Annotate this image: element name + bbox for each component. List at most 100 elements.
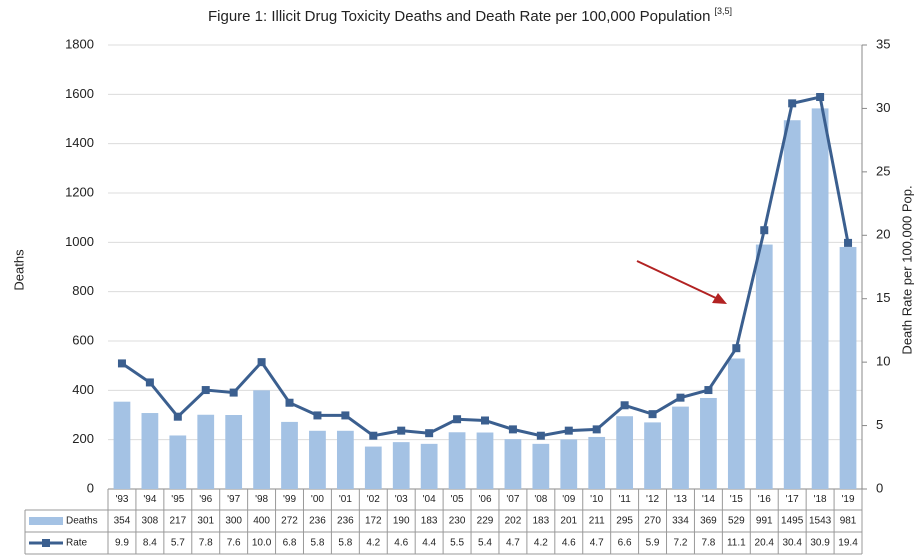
marker (564, 426, 573, 435)
table-cell: 4.7 (506, 538, 520, 549)
y-tick-label: 1000 (65, 234, 94, 249)
y-axis-label: Deaths (11, 249, 26, 291)
x-tick-label: '95 (171, 494, 184, 505)
marker (173, 412, 182, 421)
table-cell: 7.8 (701, 538, 715, 549)
table-cell: 301 (197, 516, 214, 527)
table-cell: 172 (365, 516, 382, 527)
table-cell: 270 (644, 516, 661, 527)
bar (141, 413, 159, 489)
y2-tick-label: 5 (876, 417, 883, 432)
table-cell: 20.4 (755, 538, 775, 549)
table-cell: 6.8 (283, 538, 297, 549)
x-tick-label: '08 (534, 494, 547, 505)
table-cell: 272 (281, 516, 298, 527)
bar (783, 120, 801, 489)
x-tick-label: '97 (227, 494, 240, 505)
table-cell: 5.4 (478, 538, 492, 549)
marker (145, 378, 154, 387)
table-cell: 1543 (809, 516, 832, 527)
marker (341, 411, 350, 420)
x-tick-label: '98 (255, 494, 268, 505)
marker (453, 415, 462, 424)
table-cell: 30.9 (810, 538, 830, 549)
table-cell: 529 (728, 516, 745, 527)
x-tick-label: '14 (702, 494, 715, 505)
y-tick-label: 1800 (65, 36, 94, 51)
marker (844, 238, 853, 247)
y2-tick-label: 20 (876, 227, 890, 242)
table-cell: 991 (756, 516, 773, 527)
table-cell: 5.5 (450, 538, 464, 549)
bar (839, 247, 857, 489)
table-cell: 5.8 (338, 538, 352, 549)
bar (448, 432, 466, 489)
table-cell: 211 (589, 516, 605, 527)
table-cell: 334 (672, 516, 689, 527)
bar (476, 432, 494, 489)
table-cell: 400 (253, 516, 270, 527)
table-cell: 11.1 (727, 538, 746, 549)
legend-swatch (29, 517, 63, 525)
table-cell: 217 (169, 516, 186, 527)
y-tick-label: 400 (72, 382, 94, 397)
bar (700, 397, 717, 489)
table-cell: 201 (560, 516, 577, 527)
marker (285, 398, 294, 407)
marker (592, 425, 601, 434)
table-cell: 183 (421, 516, 438, 527)
marker (481, 416, 489, 425)
y-tick-label: 1200 (65, 184, 94, 199)
y-tick-label: 600 (72, 332, 94, 347)
marker (732, 344, 741, 353)
table-cell: 1495 (781, 516, 804, 527)
y2-axis-label: Death Rate per 100,000 Pop. (899, 185, 914, 354)
bar (113, 401, 131, 489)
table-cell: 183 (533, 516, 550, 527)
x-tick-label: '17 (786, 494, 799, 505)
marker (536, 431, 545, 440)
table-cell: 369 (700, 516, 717, 527)
x-tick-label: '15 (730, 494, 743, 505)
bar (616, 416, 634, 489)
table-cell: 7.8 (199, 538, 213, 549)
x-tick-label: '00 (311, 494, 324, 505)
bar (197, 414, 215, 489)
table-cell: 9.9 (115, 538, 129, 549)
table-cell: 4.4 (422, 538, 436, 549)
bar (532, 443, 550, 489)
table-cell: 4.2 (366, 538, 380, 549)
bar (755, 244, 773, 489)
y2-tick-label: 0 (876, 480, 883, 495)
arrow (636, 260, 727, 304)
marker (676, 393, 685, 402)
x-tick-label: '16 (758, 494, 771, 505)
table-cell: 8.4 (143, 538, 157, 549)
table-cell: 10.0 (252, 538, 272, 549)
marker (257, 358, 266, 367)
marker (201, 386, 210, 395)
marker (760, 226, 769, 235)
bar (364, 446, 382, 489)
table-cell: 190 (393, 516, 410, 527)
bar (560, 439, 578, 489)
bar (225, 415, 243, 489)
table-cell: 354 (114, 516, 131, 527)
x-tick-label: '11 (618, 494, 631, 505)
x-tick-label: '12 (646, 494, 659, 505)
bar (281, 421, 298, 489)
marker (816, 93, 825, 102)
bar (644, 422, 661, 489)
x-tick-label: '02 (367, 494, 380, 505)
x-tick-label: '03 (395, 494, 408, 505)
x-tick-label: '93 (115, 494, 128, 505)
table-cell: 4.7 (590, 538, 604, 549)
x-tick-label: '19 (842, 494, 855, 505)
table-cell: 230 (449, 516, 466, 527)
y2-tick-label: 10 (876, 354, 890, 369)
table-cell: 236 (337, 516, 354, 527)
table-cell: 202 (505, 516, 522, 527)
x-tick-label: '13 (674, 494, 687, 505)
title-note: [3,5] (715, 6, 733, 16)
